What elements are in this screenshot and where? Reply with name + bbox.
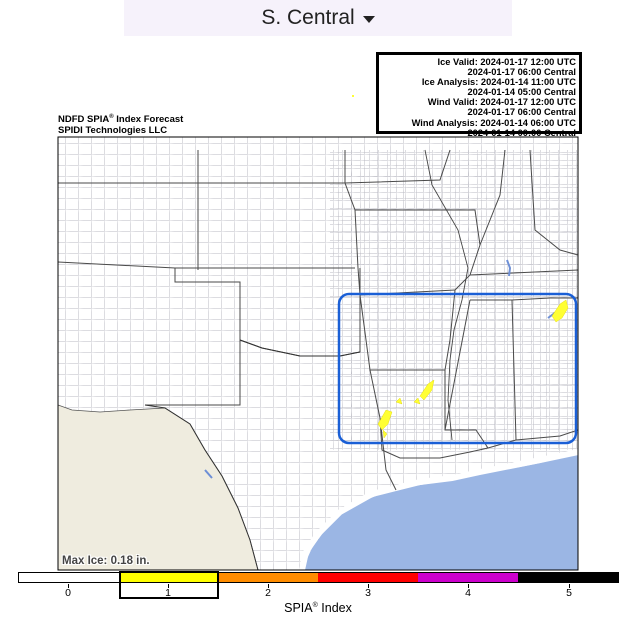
colorbar-segment-0 <box>19 573 119 582</box>
caret-down-icon <box>362 15 375 23</box>
colorbar-segment-1 <box>118 573 219 582</box>
map-credit: NDFD SPIA® Index Forecast SPIDI Technolo… <box>58 114 184 137</box>
colorbar-tick-label: 2 <box>265 587 271 599</box>
colorbar-segment-3 <box>318 573 419 582</box>
region-selector-label: S. Central <box>261 6 355 29</box>
gulf-of-mexico <box>302 454 578 570</box>
info-line: 2024-01-17 06:00 Central <box>467 67 576 78</box>
colorbar-tick <box>368 584 369 588</box>
colorbar-title: SPIA® Index <box>284 601 352 615</box>
colorbar-tick-label: 4 <box>465 587 471 599</box>
info-line: Ice Analysis: 2024-01-14 11:00 UTC <box>421 77 576 88</box>
info-line: 2024-01-14 00:00 Central <box>467 127 576 138</box>
colorbar-tick-label: 1 <box>165 587 171 599</box>
colorbar-tick <box>68 584 69 588</box>
colorbar-tick-label: 3 <box>365 587 371 599</box>
info-line: 2024-01-14 05:00 Central <box>467 87 576 98</box>
region-selector[interactable]: S. Central <box>124 0 512 36</box>
info-line: Wind Analysis: 2024-01-14 06:00 UTC <box>411 117 576 128</box>
spia-colorbar <box>18 572 619 583</box>
colorbar-tick-label: 0 <box>65 587 71 599</box>
info-line: Ice Valid: 2024-01-17 12:00 UTC <box>437 57 577 67</box>
colorbar-segment-4 <box>418 573 519 582</box>
colorbar-selected-level <box>119 571 219 599</box>
validity-info-box: Ice Valid: 2024-01-17 12:00 UTC 2024-01-… <box>376 52 582 138</box>
colorbar-tick-label: 5 <box>566 587 572 599</box>
mississippi-river <box>424 149 469 441</box>
ice-accretion-areas <box>377 299 569 439</box>
colorbar-segment-2 <box>218 573 319 582</box>
max-ice-label: Max Ice: 0.18 in. <box>62 555 150 567</box>
colorbar-tick <box>168 584 169 588</box>
info-line: 2024-01-17 06:00 Central <box>467 107 576 118</box>
colorbar-segment-5 <box>518 573 618 582</box>
colorbar-tick <box>268 584 269 588</box>
colorbar-tick <box>468 584 469 588</box>
info-line: Wind Valid: 2024-01-17 12:00 UTC <box>427 97 576 108</box>
highlight-region-box <box>337 292 578 445</box>
colorbar-tick <box>569 584 570 588</box>
